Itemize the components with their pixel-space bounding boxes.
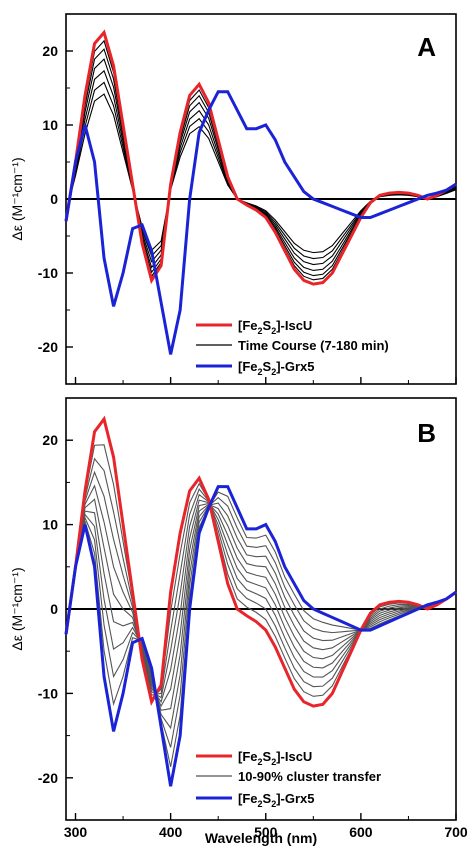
y-tick-label: -10 bbox=[38, 685, 58, 701]
panel-a-legend: [Fe2S2]-IscU Time Course (7-180 min) [Fe… bbox=[196, 318, 389, 377]
time-course-line bbox=[65, 81, 457, 260]
transfer-line bbox=[65, 444, 457, 700]
grx5-line bbox=[64, 485, 457, 787]
transfer-line bbox=[65, 503, 457, 711]
y-tick-label: 10 bbox=[42, 517, 58, 533]
panel-a-ylabel: Δε (M⁻¹cm⁻¹) bbox=[9, 157, 25, 240]
panel-a-series bbox=[64, 29, 457, 355]
panel-b-label: B bbox=[417, 418, 436, 448]
legend-b-transfer-label: 10-90% cluster transfer bbox=[238, 769, 381, 784]
legend-a-iscu-label: [Fe2S2]-IscU bbox=[238, 318, 312, 336]
iscu-line bbox=[64, 29, 457, 286]
y-tick-label: 10 bbox=[42, 117, 58, 133]
y-tick-label: 20 bbox=[42, 432, 58, 448]
y-tick-label: -20 bbox=[38, 339, 58, 355]
time-course-line bbox=[65, 69, 457, 266]
y-tick-label: 20 bbox=[42, 43, 58, 59]
x-tick-label: 500 bbox=[254, 824, 278, 840]
legend-b-grx5-label: [Fe2S2]-Grx5 bbox=[238, 791, 315, 809]
x-tick-label: 600 bbox=[349, 824, 373, 840]
time-course-line bbox=[65, 58, 457, 272]
time-course-line bbox=[65, 39, 457, 281]
y-tick-label: -10 bbox=[38, 265, 58, 281]
legend-a-grx5-label: [Fe2S2]-Grx5 bbox=[238, 359, 315, 377]
time-course-line bbox=[65, 93, 457, 254]
transfer-line bbox=[65, 470, 457, 699]
panel-b: B -20 -10 0 10 20 300 400 500 600 700 [Fe2S2]-Isc… bbox=[38, 397, 468, 840]
legend-a-timecourse-label: Time Course (7-180 min) bbox=[238, 338, 389, 353]
grx5-line bbox=[64, 90, 457, 355]
panel-b-ylabel: Δε (M⁻¹cm⁻¹) bbox=[9, 567, 25, 650]
panel-a-axes: -20 -10 0 10 20 bbox=[38, 13, 457, 385]
x-tick-label: 300 bbox=[64, 824, 88, 840]
transfer-line bbox=[65, 457, 457, 696]
x-tick-label: 700 bbox=[444, 824, 468, 840]
y-tick-label: 0 bbox=[50, 601, 58, 617]
panel-b-legend: [Fe2S2]-IscU 10-90% cluster transfer [Fe… bbox=[196, 749, 381, 809]
legend-b-iscu-label: [Fe2S2]-IscU bbox=[238, 749, 312, 767]
transfer-line bbox=[65, 502, 457, 730]
y-tick-label: 0 bbox=[50, 191, 58, 207]
transfer-line bbox=[65, 498, 457, 708]
time-course-line bbox=[65, 48, 457, 277]
y-tick-label: -20 bbox=[38, 770, 58, 786]
panel-a: A -20 -10 0 10 20 [Fe2S2]-IscU Time Course (… bbox=[38, 13, 457, 385]
transfer-line bbox=[65, 484, 457, 704]
panel-b-series bbox=[64, 415, 457, 787]
iscu-line bbox=[64, 415, 457, 708]
transfer-line bbox=[65, 496, 457, 748]
panel-a-label: A bbox=[417, 32, 436, 62]
x-axis-title: Wavelength (nm) bbox=[205, 830, 317, 846]
x-tick-label: 400 bbox=[159, 824, 183, 840]
